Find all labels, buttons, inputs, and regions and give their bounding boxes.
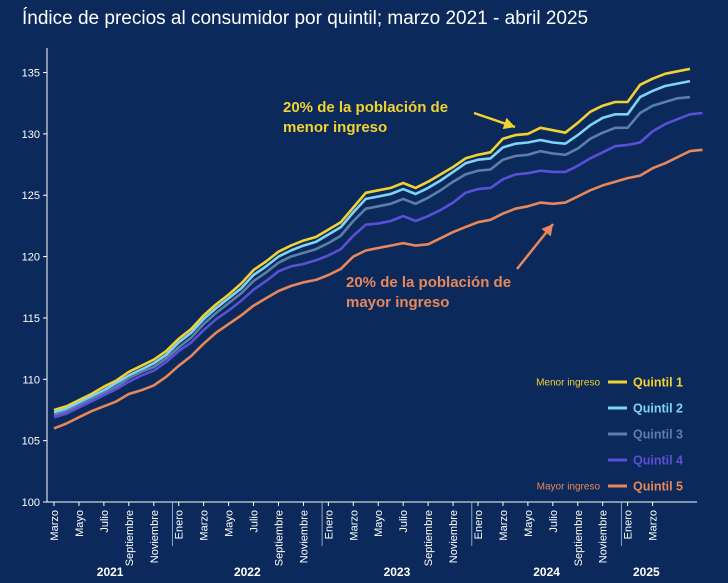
y-tick-label: 105 [22, 436, 40, 448]
legend-label: Quintil 4 [633, 454, 683, 468]
year-label: 2021 [97, 565, 124, 579]
x-tick-label: Noviembre [149, 510, 161, 563]
axis-layer: 100 105 110 115 120 125 130 135 Marzo Mayo Julio Se… [22, 48, 697, 579]
year-label: 2023 [384, 565, 411, 579]
x-tick-label: Mayo [523, 510, 535, 537]
y-tick-label: 125 [22, 190, 40, 202]
x-tick-label: Septiembre [573, 510, 585, 566]
annotation-top-arrow-head [502, 117, 515, 130]
chart-title: Índice de precios al consumidor por quin… [22, 8, 589, 29]
x-tick-label: Julio [398, 510, 410, 533]
x-tick-label: Noviembre [298, 510, 310, 563]
annotation-top-line1: 20% de la población de [283, 99, 448, 116]
legend-label: Quintil 3 [633, 428, 683, 442]
legend-label: Quintil 1 [633, 376, 683, 390]
x-tick-label: Enero [174, 510, 186, 539]
x-tick-label: Noviembre [448, 510, 460, 563]
x-tick-label: Septiembre [273, 510, 285, 566]
annotation-layer: 20% de la población de menor ingreso 20% d… [283, 99, 554, 311]
x-tick-label: Noviembre [598, 510, 610, 563]
x-tick-label: Septiembre [124, 510, 136, 566]
x-tick-label: Septiembre [423, 510, 435, 566]
x-tick-label: Enero [623, 510, 635, 539]
annotation-top-line2: menor ingreso [283, 119, 387, 136]
series-layer [53, 67, 703, 430]
x-tick-label: Marzo [49, 510, 61, 541]
x-tick-label: Julio [548, 510, 560, 533]
legend-side-label: Menor ingreso [536, 378, 600, 389]
x-tick-label: Marzo [648, 510, 660, 541]
series-line-quintil-5 [53, 148, 703, 430]
x-tick-label: Marzo [348, 510, 360, 541]
x-tick-label: Mayo [224, 510, 236, 537]
y-tick-label: 110 [22, 374, 40, 386]
x-tick-label: Mayo [373, 510, 385, 537]
legend-label: Quintil 2 [633, 402, 683, 416]
y-tick-label: 100 [22, 497, 40, 509]
annotation-bottom-line1: 20% de la población de [346, 274, 511, 291]
y-tick-label: 120 [22, 252, 40, 264]
x-tick-label: Marzo [199, 510, 211, 541]
series-line-quintil-2 [53, 79, 691, 414]
year-label: 2025 [633, 565, 660, 579]
y-tick-label: 115 [22, 313, 40, 325]
year-label: 2022 [234, 565, 261, 579]
legend: Quintil 1 Menor ingreso Quintil 2 Quintil 3… [536, 376, 683, 494]
x-tick-label: Enero [473, 510, 485, 539]
series-line-quintil-1 [53, 67, 691, 412]
x-tick-label: Julio [249, 510, 261, 533]
legend-label: Quintil 5 [633, 480, 683, 494]
y-tick-label: 130 [22, 129, 40, 141]
x-tick-label: Mayo [74, 510, 86, 537]
series-line-quintil-4 [53, 111, 703, 419]
series-line-quintil-3 [53, 95, 691, 417]
legend-side-label: Mayor ingreso [537, 482, 601, 493]
y-tick-label: 135 [22, 68, 40, 80]
annotation-bottom-arrow-head [541, 224, 553, 237]
x-tick-label: Julio [99, 510, 111, 533]
x-tick-label: Marzo [498, 510, 510, 541]
year-label: 2024 [533, 565, 560, 579]
x-tick-label: Enero [323, 510, 335, 539]
annotation-bottom-line2: mayor ingreso [346, 294, 449, 311]
